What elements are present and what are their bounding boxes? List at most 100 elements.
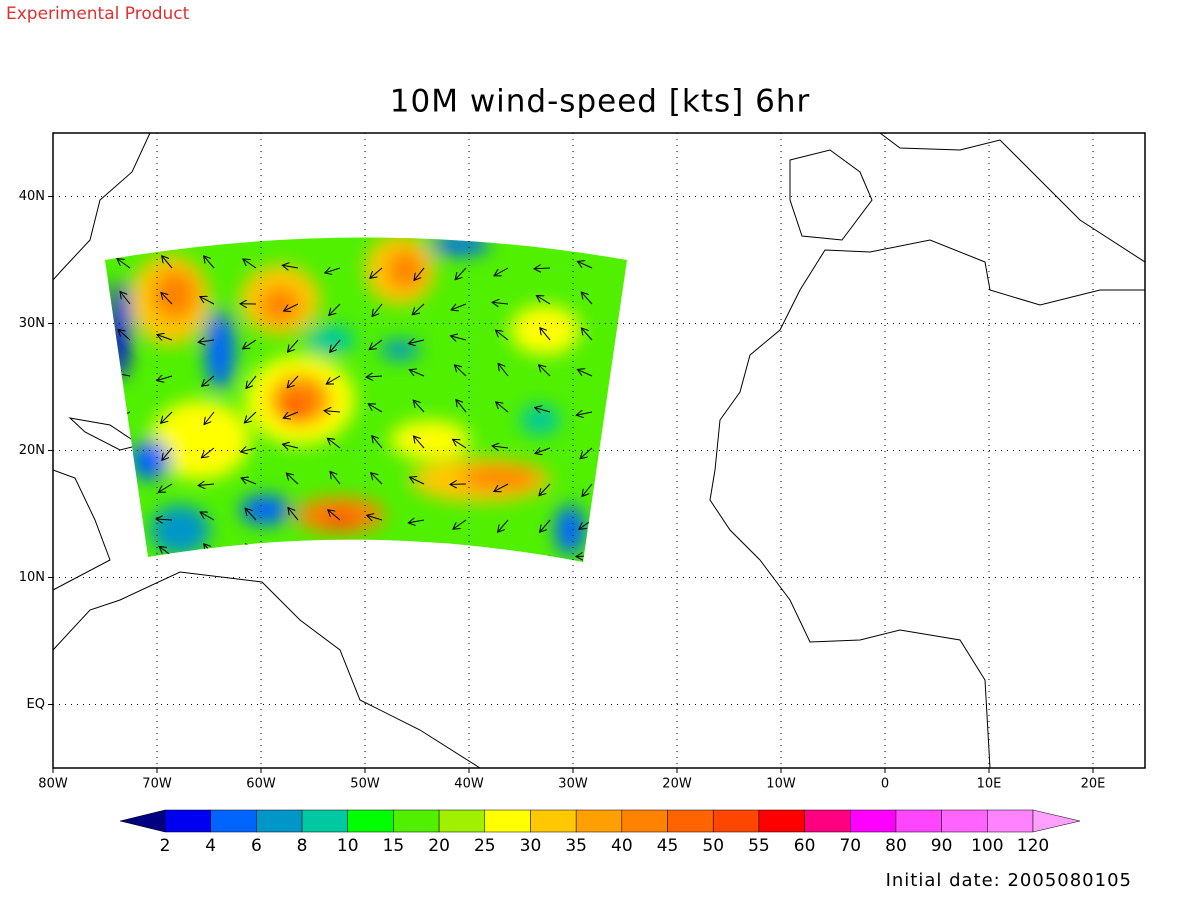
colorbar-label: 60 bbox=[794, 836, 816, 856]
wind-arrow bbox=[408, 520, 425, 523]
y-tick-label: 40N bbox=[19, 189, 45, 204]
wind-arrow bbox=[120, 291, 131, 305]
x-tick-label: 20E bbox=[1081, 777, 1106, 792]
colorbar-label: 8 bbox=[297, 836, 308, 856]
wind-arrow bbox=[451, 303, 467, 310]
colorbar-label: 4 bbox=[205, 836, 216, 856]
footer-label: Initial date: 2005080105 bbox=[886, 870, 1132, 891]
y-tick-label: 30N bbox=[19, 316, 45, 331]
wind-arrow bbox=[372, 436, 383, 449]
wind-arrow bbox=[198, 340, 215, 342]
colorbar-box bbox=[393, 809, 440, 833]
wind-arrow bbox=[161, 411, 173, 423]
coastline-north-america bbox=[52, 132, 151, 282]
wind-arrow bbox=[535, 408, 551, 412]
wind-arrow bbox=[453, 519, 467, 529]
colorbar-label: 6 bbox=[251, 836, 262, 856]
colorbar-label: 70 bbox=[839, 836, 861, 856]
wind-arrow bbox=[202, 375, 215, 386]
y-tick-label: EQ bbox=[27, 697, 45, 712]
wind-arrow bbox=[162, 256, 173, 269]
wind-arrow bbox=[540, 519, 551, 532]
colorbar-label: 45 bbox=[657, 836, 679, 856]
wind-arrow bbox=[328, 510, 341, 521]
wind-arrow bbox=[283, 411, 299, 418]
colorbar-label: 55 bbox=[748, 836, 770, 856]
colorbar-label: 35 bbox=[565, 836, 587, 856]
x-tick-label: 40W bbox=[454, 777, 484, 792]
wind-arrow bbox=[454, 365, 467, 377]
colorbar-box bbox=[347, 809, 394, 833]
x-tick-label: 70W bbox=[142, 777, 172, 792]
colorbar-label: 40 bbox=[611, 836, 633, 856]
wind-arrow bbox=[455, 267, 467, 280]
x-tick-label: 80W bbox=[38, 777, 68, 792]
x-tick-label: 60W bbox=[246, 777, 276, 792]
colorbar-label: 90 bbox=[931, 836, 953, 856]
wind-arrow bbox=[577, 369, 593, 377]
wind-arrow bbox=[536, 296, 551, 305]
wind-arrow bbox=[324, 411, 341, 412]
colorbar-label: 120 bbox=[1017, 836, 1049, 856]
wind-arrow bbox=[409, 370, 425, 377]
wind-arrow bbox=[198, 484, 215, 485]
wind-arrow bbox=[410, 477, 425, 485]
wind-arrow bbox=[580, 447, 593, 459]
wind-arrow bbox=[495, 330, 509, 341]
island-cuba bbox=[68, 417, 142, 451]
y-tick-label: 10N bbox=[19, 570, 45, 585]
colorbar-label: 80 bbox=[885, 836, 907, 856]
wind-field bbox=[105, 237, 627, 562]
field-blobs bbox=[110, 237, 585, 555]
wind-arrow bbox=[366, 376, 383, 377]
colorbar-box bbox=[210, 809, 257, 833]
colorbar-box bbox=[850, 809, 897, 833]
wind-arrow bbox=[204, 411, 215, 425]
map-title: 10M wind-speed [kts] 6hr bbox=[390, 84, 810, 120]
map: 80W 70W 60W 50W 40W 30W 20W 10W 0 10E 20E EQ 10N 20N 3… bbox=[19, 132, 1146, 792]
wind-arrow bbox=[240, 448, 257, 452]
wind-arrow bbox=[372, 303, 383, 317]
wind-arrow bbox=[325, 268, 341, 273]
wind-arrow bbox=[577, 261, 593, 269]
colorbar-box bbox=[438, 809, 486, 833]
wind-arrow bbox=[244, 411, 257, 423]
wind-arrow bbox=[243, 339, 257, 349]
wind-arrow bbox=[161, 292, 173, 305]
wind-arrow bbox=[243, 259, 257, 269]
wind-arrow bbox=[330, 471, 341, 485]
colorbar-box bbox=[575, 809, 623, 833]
colorbar-label: 10 bbox=[337, 836, 359, 856]
colorbar-label: 50 bbox=[702, 836, 724, 856]
x-tick-label: 10E bbox=[977, 777, 1002, 792]
wind-arrow bbox=[453, 439, 467, 449]
wind-arrow bbox=[368, 404, 383, 413]
wind-arrow bbox=[412, 303, 425, 315]
colorbar-label: 15 bbox=[383, 836, 405, 856]
wind-arrow bbox=[282, 265, 299, 268]
wind-arrow bbox=[282, 444, 299, 448]
wind-arrow bbox=[287, 375, 299, 388]
colorbar-box bbox=[164, 809, 211, 833]
colorbar-box bbox=[804, 809, 851, 833]
colorbar-extend-high bbox=[1032, 809, 1081, 833]
axis-ticks: 80W 70W 60W 50W 40W 30W 20W 10W 0 10E 20E EQ 10N 20N 3… bbox=[19, 189, 1106, 792]
colorbar-box bbox=[621, 809, 668, 833]
wind-arrow bbox=[200, 297, 215, 305]
wind-arrow bbox=[241, 478, 257, 485]
wind-arrow bbox=[329, 303, 341, 315]
wind-arrow bbox=[158, 483, 173, 492]
wind-arrow bbox=[157, 376, 173, 381]
colorbar-box bbox=[667, 809, 714, 833]
colorbar-box bbox=[987, 809, 1034, 833]
wind-arrow bbox=[201, 447, 215, 458]
wind-arrow bbox=[456, 400, 467, 413]
colorbar-label: 2 bbox=[160, 836, 171, 856]
colorbar: 2 4 6 8 10 15 20 25 30 35 40 45 50 55 60 70 80 90 100 120 bbox=[119, 809, 1081, 856]
colorbar-box bbox=[484, 809, 531, 833]
colorbar-label: 100 bbox=[971, 836, 1003, 856]
wind-arrow bbox=[413, 400, 425, 413]
wind-arrow bbox=[287, 339, 299, 352]
wind-arrow bbox=[200, 512, 215, 521]
